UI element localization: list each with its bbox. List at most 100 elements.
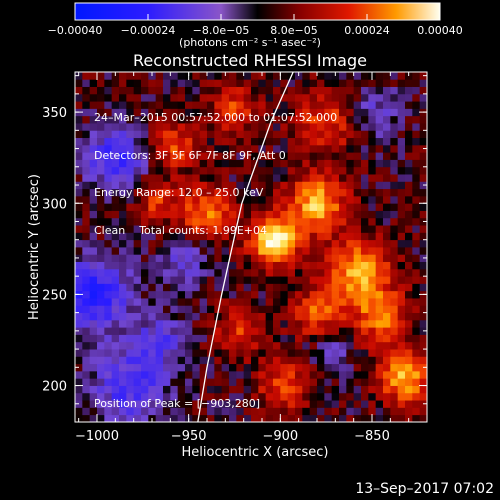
heatmap-cell: [390, 400, 399, 408]
heatmap-cell: [199, 144, 208, 153]
heatmap-cell: [412, 261, 421, 270]
heatmap-cell: [75, 305, 83, 314]
heatmap-cell: [97, 210, 105, 219]
heatmap-cell: [383, 290, 391, 299]
heatmap-cell: [412, 79, 421, 87]
heatmap-cell: [397, 356, 406, 365]
heatmap-cell: [111, 225, 120, 233]
heatmap-cell: [375, 407, 384, 416]
heatmap-cell: [82, 319, 91, 328]
heatmap-cell: [331, 349, 340, 357]
heatmap-cell: [97, 356, 105, 365]
heatmap-cell: [97, 319, 105, 328]
heatmap-cell: [89, 261, 98, 270]
heatmap-cell: [397, 247, 406, 255]
heatmap-cell: [339, 370, 347, 379]
heatmap-cell: [390, 130, 399, 139]
heatmap-cell: [89, 290, 98, 299]
heatmap-cell: [375, 370, 384, 379]
heatmap-cell: [251, 298, 259, 306]
heatmap-cell: [339, 166, 347, 175]
heatmap-cell: [148, 247, 157, 255]
heatmap-cell: [163, 217, 171, 226]
heatmap-cell: [368, 312, 377, 321]
heatmap-cell: [185, 319, 193, 328]
heatmap-cell: [353, 217, 362, 226]
heatmap-cell: [185, 334, 193, 343]
heatmap-cell: [383, 349, 391, 357]
heatmap-cell: [375, 181, 384, 190]
heatmap-cell: [339, 400, 347, 408]
heatmap-cell: [111, 283, 120, 292]
heatmap-cell: [295, 115, 303, 124]
heatmap-cell: [163, 298, 171, 306]
heatmap-cell: [141, 72, 149, 80]
heatmap-cell: [287, 305, 296, 314]
heatmap-cell: [339, 108, 347, 117]
heatmap-cell: [243, 137, 252, 146]
heatmap-cell: [317, 356, 325, 365]
heatmap-cell: [170, 298, 179, 306]
heatmap-cell: [258, 130, 267, 139]
heatmap-cell: [339, 414, 347, 423]
heatmap-cell: [148, 349, 157, 357]
heatmap-cell: [383, 72, 391, 80]
heatmap-cell: [155, 290, 164, 299]
heatmap-cell: [317, 392, 325, 401]
heatmap-cell: [192, 298, 201, 306]
heatmap-cell: [287, 86, 296, 95]
heatmap-cell: [243, 341, 252, 350]
heatmap-cell: [111, 370, 120, 379]
heatmap-cell: [141, 130, 149, 139]
heatmap-cell: [412, 312, 421, 321]
heatmap-cell: [251, 319, 259, 328]
heatmap-cell: [324, 137, 333, 146]
heatmap-cell: [353, 101, 362, 109]
heatmap-cell: [346, 319, 355, 328]
heatmap-cell: [89, 254, 98, 262]
heatmap-cell: [89, 392, 98, 401]
heatmap-cell: [324, 356, 333, 365]
heatmap-cell: [280, 108, 289, 117]
heatmap-cell: [133, 247, 142, 255]
heatmap-cell: [324, 298, 333, 306]
info-line-energy: Energy Range: 12.0 – 25.0 keV: [94, 186, 264, 199]
heatmap-cell: [155, 137, 164, 146]
heatmap-cell: [295, 130, 303, 139]
heatmap-cell: [324, 290, 333, 299]
heatmap-cell: [405, 385, 413, 394]
heatmap-cell: [207, 276, 215, 284]
heatmap-cell: [82, 385, 91, 394]
heatmap-cell: [331, 181, 340, 190]
heatmap-cell: [346, 174, 355, 182]
heatmap-cell: [353, 290, 362, 299]
heatmap-cell: [251, 210, 259, 219]
heatmap-cell: [177, 327, 186, 335]
heatmap-cell: [309, 327, 318, 335]
heatmap-cell: [412, 108, 421, 117]
heatmap-cell: [383, 203, 391, 211]
heatmap-cell: [177, 298, 186, 306]
heatmap-cell: [229, 392, 237, 401]
heatmap-cell: [412, 378, 421, 386]
heatmap-cell: [324, 276, 333, 284]
heatmap-cell: [170, 370, 179, 379]
heatmap-cell: [317, 239, 325, 248]
heatmap-cell: [75, 276, 83, 284]
heatmap-cell: [82, 210, 91, 219]
heatmap-cell: [236, 305, 245, 314]
heatmap-cell: [258, 93, 267, 102]
heatmap-cell: [141, 174, 149, 182]
heatmap-cell: [243, 283, 252, 292]
heatmap-cell: [133, 79, 142, 87]
heatmap-cell: [346, 72, 355, 80]
heatmap-cell: [192, 144, 201, 153]
heatmap-cell: [111, 239, 120, 248]
heatmap-cell: [331, 101, 340, 109]
heatmap-cell: [346, 290, 355, 299]
heatmap-cell: [353, 159, 362, 168]
heatmap-cell: [207, 298, 215, 306]
heatmap-cell: [368, 261, 377, 270]
heatmap-cell: [148, 392, 157, 401]
heatmap-cell: [111, 123, 120, 131]
